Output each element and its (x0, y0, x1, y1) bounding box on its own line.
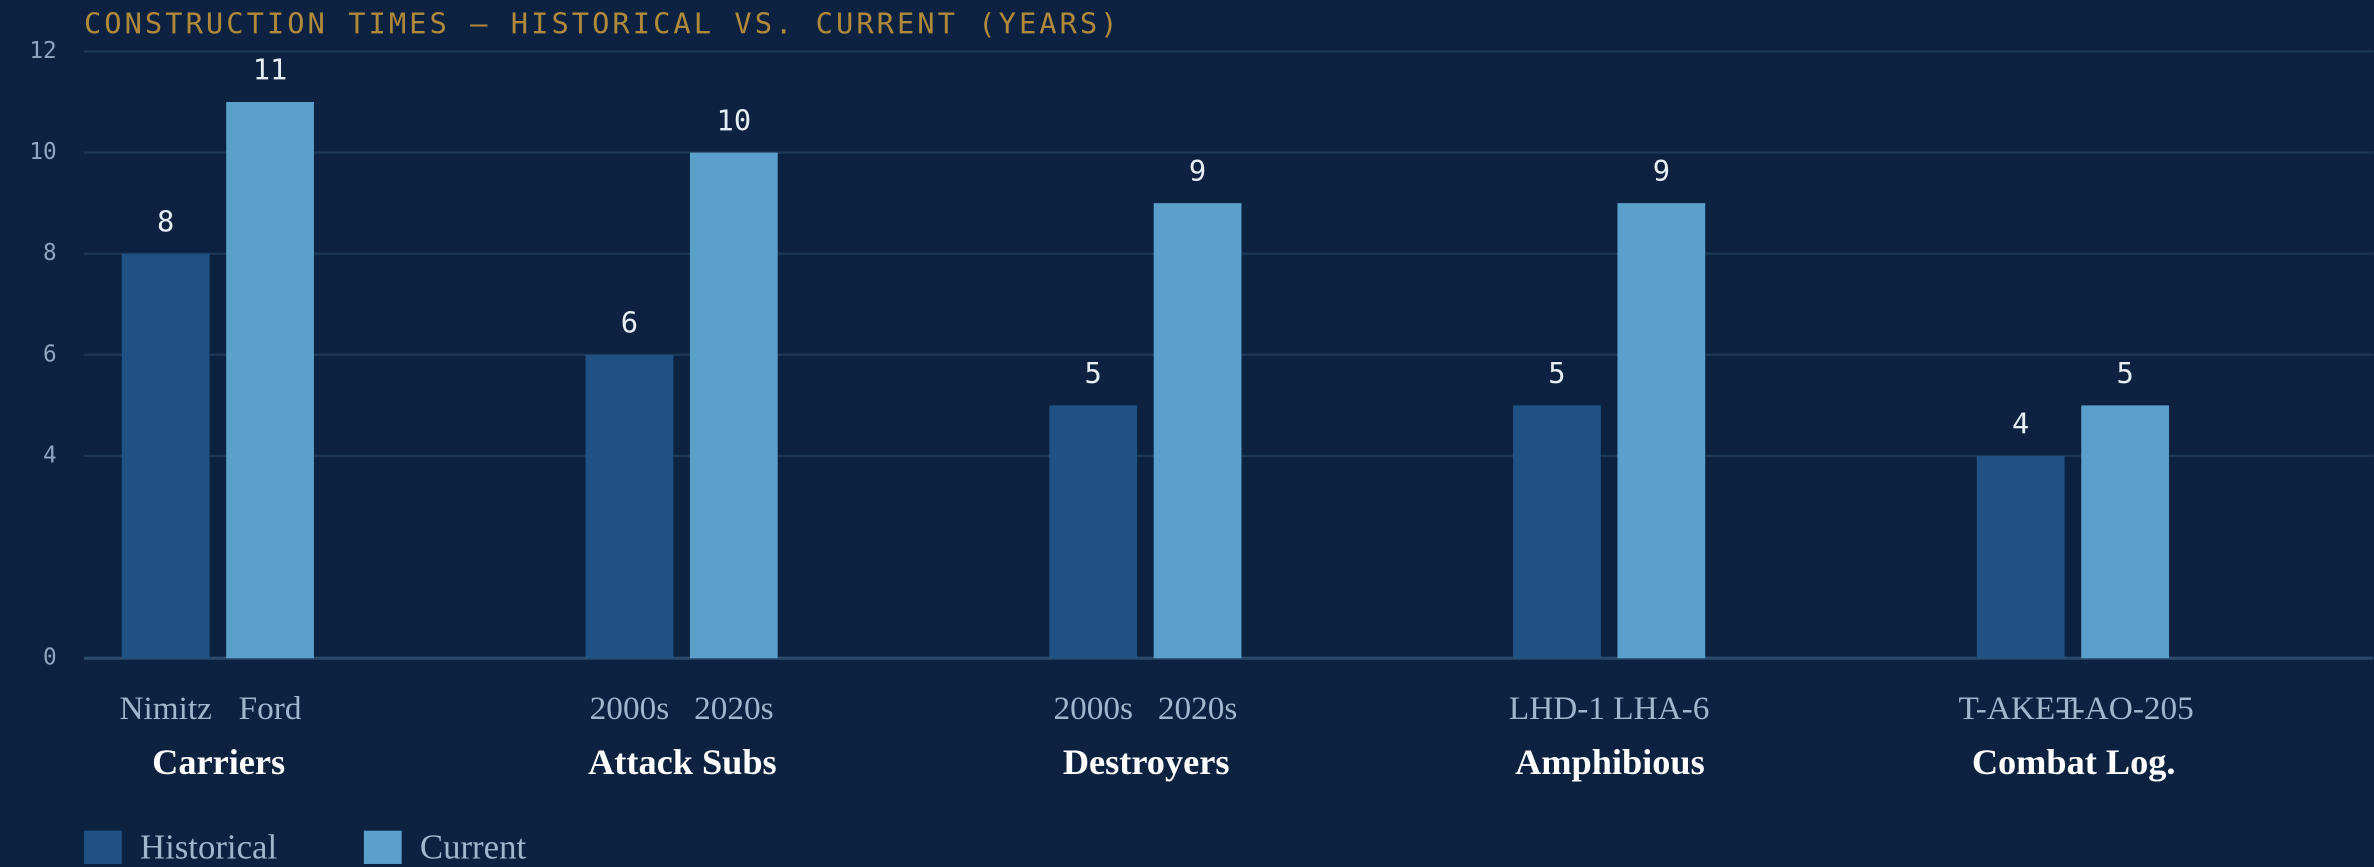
bar (1976, 455, 2065, 659)
x-tick-label: 2000s (1053, 690, 1132, 727)
bar (1513, 405, 1601, 659)
legend-label: Historical (140, 827, 277, 866)
x-group-label: Destroyers (1063, 742, 1230, 782)
legend-label: Current (420, 827, 527, 866)
y-tick-label: 4 (43, 442, 57, 468)
data-label: 4 (2012, 407, 2029, 441)
y-tick-label: 10 (29, 139, 56, 165)
x-group-label: Amphibious (1515, 742, 1705, 782)
data-label: 5 (1085, 356, 1102, 390)
x-tick-label: T-AO-205 (2056, 690, 2193, 727)
data-label: 9 (1653, 154, 1670, 188)
x-tick-label: Ford (239, 690, 302, 727)
x-tick-label: 2000s (590, 690, 669, 727)
x-tick-label: LHA-6 (1613, 690, 1709, 727)
x-tick-label: 2020s (694, 690, 773, 727)
bar (1617, 203, 1706, 659)
bar (1153, 203, 1242, 659)
data-label: 5 (1548, 356, 1565, 390)
chart-title: CONSTRUCTION TIMES — HISTORICAL VS. CURR… (84, 7, 1121, 41)
data-label: 9 (1189, 154, 1206, 188)
legend-swatch (83, 830, 122, 864)
bar (689, 152, 778, 659)
x-group-label: Combat Log. (1972, 742, 2176, 782)
legend-swatch (363, 830, 402, 864)
bar (585, 354, 674, 659)
x-tick-label: Nimitz (119, 690, 211, 727)
data-label: 6 (621, 306, 638, 340)
bar (121, 253, 210, 659)
x-group-label: Carriers (152, 742, 285, 782)
data-label: 11 (253, 53, 288, 87)
x-tick-label: LHD-1 (1509, 690, 1605, 727)
data-label: 10 (717, 103, 752, 137)
y-tick-label: 0 (43, 645, 57, 671)
data-label: 5 (2116, 356, 2133, 390)
x-tick-label: 2020s (1158, 690, 1237, 727)
y-tick-label: 6 (43, 341, 57, 367)
y-tick-label: 8 (43, 240, 57, 266)
bar (1049, 405, 1138, 659)
x-tick-label: T-AKE-1 (1959, 690, 2083, 727)
x-group-label: Attack Subs (588, 742, 777, 782)
data-label: 8 (157, 204, 174, 238)
y-tick-label: 12 (29, 38, 56, 64)
bar (226, 102, 314, 659)
bar (2081, 405, 2169, 659)
